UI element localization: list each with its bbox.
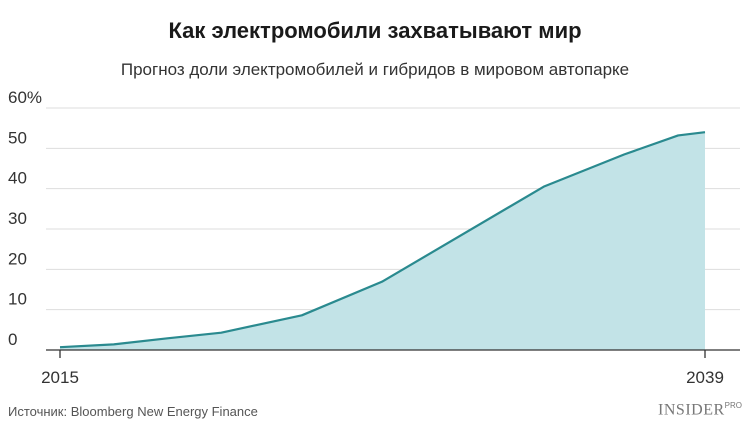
- x-tick-label: 2015: [41, 368, 79, 387]
- y-tick-label: 30: [8, 209, 27, 228]
- source-note: Источник: Bloomberg New Energy Finance: [8, 404, 258, 419]
- y-tick-label: 20: [8, 249, 27, 268]
- x-tick-label: 2039: [686, 368, 724, 387]
- y-tick-label: 40: [8, 169, 27, 188]
- y-tick-label: 60%: [8, 88, 42, 107]
- y-tick-label: 10: [8, 290, 27, 309]
- y-tick-label: 50: [8, 128, 27, 147]
- y-tick-label: 0: [8, 330, 17, 349]
- insider-pro-logo: INSIDERPRO: [658, 401, 742, 419]
- chart-title: Как электромобили захватывают мир: [168, 18, 582, 43]
- area-fill: [60, 132, 705, 350]
- series-line: [59, 131, 706, 349]
- logo-main-text: INSIDER: [658, 401, 725, 419]
- chart-subtitle: Прогноз доли электромобилей и гибридов в…: [120, 60, 630, 79]
- logo-pro-text: PRO: [724, 401, 742, 410]
